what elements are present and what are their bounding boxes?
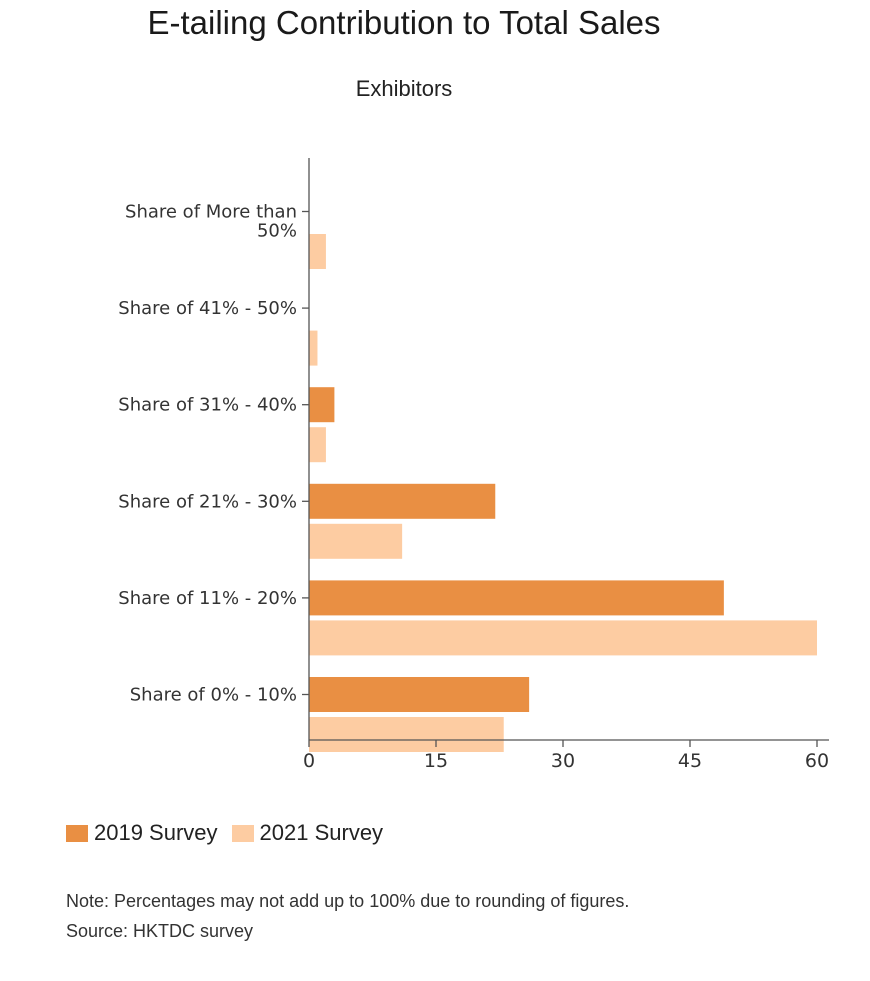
legend-swatch-2019 [66, 824, 88, 842]
chart-title: E-tailing Contribution to Total Sales [147, 4, 661, 41]
y-tick-label-2: Share of 31% - 40% [118, 395, 297, 416]
legend-label-2021: 2021 Survey [259, 820, 384, 845]
x-tick-label-1: 15 [424, 750, 448, 772]
y-tick-label-3: Share of 21% - 30% [118, 491, 297, 512]
bar-2021-1 [309, 330, 318, 366]
x-tick-label-0: 0 [303, 750, 315, 772]
note-text: Note: Percentages may not add up to 100%… [66, 891, 630, 911]
y-tick-label-1: Share of 41% - 50% [118, 298, 297, 319]
x-tick-label-4: 60 [805, 750, 829, 772]
chart-subtitle: Exhibitors [355, 76, 453, 101]
legend-item-2019[interactable]: 2019 Survey [66, 820, 218, 846]
legend-label-2019: 2019 Survey [94, 820, 218, 845]
source-text: Source: HKTDC survey [66, 921, 254, 941]
legend: 2019 Survey 2021 Survey [66, 820, 397, 846]
x-tick-label-2: 30 [551, 750, 575, 772]
bar-2021-2 [309, 427, 326, 463]
bar-2019-4 [309, 580, 724, 616]
y-tick-label-0: Share of More than 50% [125, 202, 297, 242]
y-tick-label-5: Share of 0% - 10% [130, 685, 297, 706]
footnote: Note: Percentages may not add up to 100%… [66, 886, 629, 946]
bar-chart: Share of More than 50% Share of 41% - 50% S… [118, 158, 829, 772]
bar-2021-4 [309, 620, 817, 656]
bar-2019-2 [309, 387, 335, 423]
bar-2019-3 [309, 483, 496, 519]
bar-2021-3 [309, 523, 403, 559]
y-tick-label-4: Share of 11% - 20% [118, 588, 297, 609]
legend-item-2021[interactable]: 2021 Survey [231, 820, 384, 846]
bar-2021-0 [309, 234, 326, 269]
bar-2019-5 [309, 677, 530, 712]
legend-swatch-2021 [231, 824, 254, 842]
x-tick-label-3: 45 [678, 750, 702, 772]
bar-2021-5 [309, 717, 504, 752]
